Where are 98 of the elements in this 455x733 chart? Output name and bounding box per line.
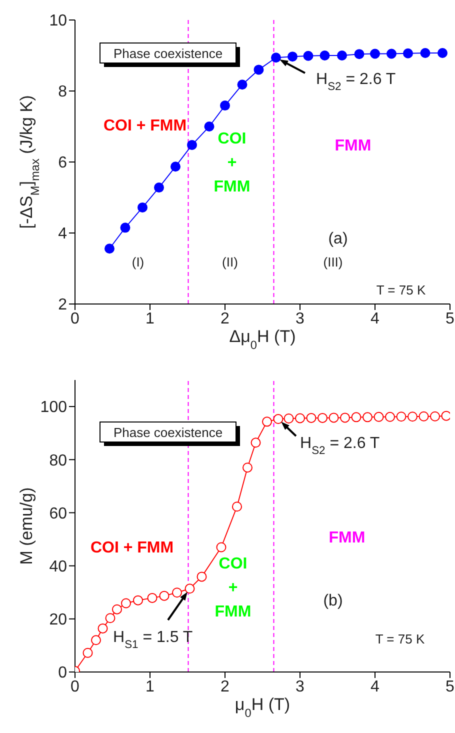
point: [374, 412, 384, 422]
annotation: (b): [323, 592, 343, 610]
annotation: (III): [323, 254, 343, 270]
point: [273, 414, 284, 424]
annotation: COI + FMM: [214, 556, 252, 621]
point: [133, 595, 143, 606]
point: [105, 613, 116, 624]
annotation: Phase coexistence: [113, 425, 223, 440]
y-tick-label: 0: [58, 664, 68, 682]
y-tick-label: 20: [49, 612, 68, 629]
annotation: COI + FMM: [214, 130, 250, 196]
x-tick-label: 4: [370, 678, 380, 696]
x-tick-label: 1: [146, 310, 155, 328]
point: [204, 122, 214, 132]
x-tick-label: 0: [70, 310, 80, 328]
point: [306, 412, 316, 423]
point: [91, 635, 101, 646]
point: [147, 592, 158, 603]
annotation: H$_{S2}$ = 2.6 T: [316, 71, 396, 93]
point: [403, 48, 413, 58]
point: [295, 413, 305, 424]
point: [418, 411, 429, 422]
point: [362, 412, 372, 422]
point: [172, 588, 182, 598]
point: [288, 52, 298, 62]
annotation: T = 75 K: [376, 282, 426, 298]
point: [104, 244, 114, 254]
annotation: (I): [132, 254, 144, 270]
x-axis-title: μ$_{0}$H (T): [234, 695, 290, 720]
annotation: FMM: [328, 530, 366, 547]
y-tick-label: 10: [49, 12, 68, 30]
y-tick-label: 40: [49, 558, 68, 576]
point: [250, 438, 261, 448]
annotation: H$_{S1}$ = 1.5 T: [113, 629, 193, 651]
point: [271, 52, 281, 63]
y-axis-title: M (emu/g): [17, 487, 36, 565]
point: [340, 412, 350, 423]
x-tick-label: 3: [296, 310, 305, 328]
x-tick-label: 0: [70, 678, 80, 696]
point: [328, 412, 339, 423]
point: [318, 412, 328, 423]
point: [242, 462, 252, 473]
point: [237, 80, 248, 90]
x-tick-label: 2: [220, 678, 230, 696]
y-tick-label: 2: [58, 296, 68, 314]
annotation: Phase coexistence: [113, 46, 223, 61]
point: [396, 412, 406, 422]
point: [385, 412, 395, 422]
point: [354, 49, 364, 60]
annotation: FMM: [334, 138, 372, 155]
point: [138, 202, 148, 212]
point: [303, 50, 314, 61]
point: [220, 100, 230, 111]
point: [386, 48, 396, 59]
point: [232, 502, 242, 512]
point: [170, 162, 180, 172]
point: [337, 50, 347, 60]
point: [284, 413, 294, 424]
point: [262, 416, 272, 427]
annotation: (a): [328, 230, 348, 248]
x-tick-label: 5: [446, 310, 455, 328]
point: [120, 222, 130, 233]
point: [121, 598, 131, 608]
point: [370, 48, 380, 59]
point: [420, 48, 430, 58]
y-tick-label: 6: [58, 154, 68, 172]
point: [408, 412, 418, 422]
annotation: H$_{S2}$ = 2.6 T: [300, 435, 380, 457]
annotation: (II): [222, 254, 238, 270]
x-tick-label: 4: [370, 310, 380, 328]
x-tick-label: 3: [296, 678, 305, 696]
x-tick-label: 1: [146, 678, 155, 696]
annotation: T = 75 K: [375, 632, 425, 647]
point: [112, 604, 122, 614]
annotation: COI + FMM: [90, 540, 174, 557]
point: [216, 542, 226, 552]
y-tick-label: 8: [58, 84, 68, 101]
annotation: COI + FMM: [103, 118, 187, 135]
y-tick-label: 80: [49, 452, 68, 470]
point: [254, 64, 264, 75]
x-tick-label: 5: [446, 678, 455, 696]
y-tick-label: 4: [58, 226, 68, 243]
point: [159, 590, 170, 601]
point: [196, 572, 207, 582]
point: [438, 48, 448, 58]
point: [184, 584, 195, 594]
x-axis-title: Δμ$_{0}$H (T): [229, 327, 296, 352]
y-tick-label: 100: [40, 399, 68, 416]
point: [351, 412, 362, 422]
point: [82, 648, 93, 658]
point: [187, 140, 197, 150]
point: [320, 50, 330, 60]
point: [154, 182, 164, 193]
y-tick-label: 60: [49, 505, 68, 522]
x-tick-label: 2: [220, 310, 230, 328]
point: [98, 623, 108, 634]
point: [441, 410, 450, 421]
point: [430, 411, 440, 422]
